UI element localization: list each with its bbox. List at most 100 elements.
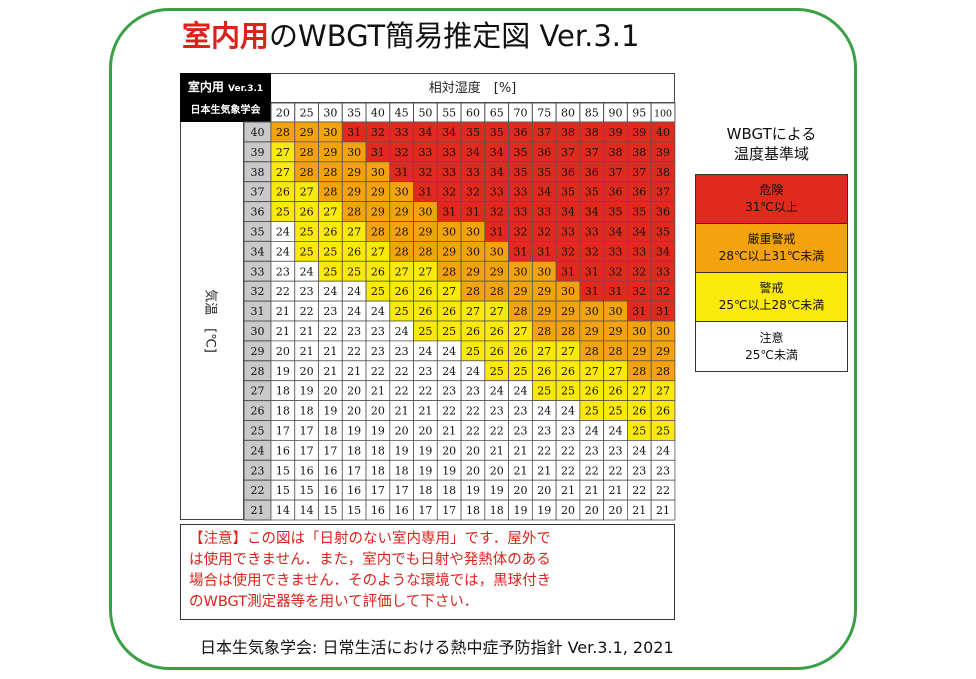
heatmap-cell-label: 27	[609, 365, 623, 378]
heatmap-cell-label: 30	[656, 325, 670, 338]
heatmap-cell-label: 32	[656, 285, 670, 298]
temperature-tick-label: 21	[251, 504, 265, 517]
heatmap-cell-label: 22	[347, 345, 361, 358]
heatmap-cell-label: 19	[418, 464, 432, 477]
heatmap-cell-label: 25	[513, 365, 527, 378]
heatmap-cell-label: 33	[442, 146, 456, 159]
heatmap-cell-label: 33	[466, 166, 480, 179]
heatmap-cell-label: 32	[418, 166, 432, 179]
heatmap-cell-label: 21	[395, 405, 409, 418]
humidity-tick-label: 25	[300, 107, 314, 120]
heatmap-cell-label: 19	[300, 385, 314, 398]
heatmap-cell-label: 20	[585, 504, 599, 517]
heatmap-cell-label: 29	[609, 325, 623, 338]
page-title: 室内用のWBGT簡易推定図 Ver.3.1	[182, 14, 639, 58]
heatmap-cell-label: 19	[323, 405, 337, 418]
heatmap-cell-label: 34	[418, 126, 432, 139]
heatmap-cell-label: 26	[466, 325, 480, 338]
heatmap-cell-label: 30	[395, 186, 409, 199]
heatmap-cell-label: 23	[609, 444, 623, 457]
heatmap-cell-label: 26	[656, 405, 670, 418]
heatmap-cell-label: 31	[537, 245, 551, 258]
badge-main: 室内用	[187, 80, 224, 94]
heatmap-cell-label: 24	[656, 444, 670, 457]
heatmap-cell-label: 24	[442, 365, 456, 378]
heatmap-cell-label: 31	[632, 305, 646, 318]
heatmap-cell-label: 23	[371, 325, 385, 338]
heatmap-cell-label: 31	[513, 245, 527, 258]
heatmap-cell-label: 18	[466, 504, 480, 517]
heatmap-cell-label: 31	[609, 285, 623, 298]
title-rest: のWBGT簡易推定図 Ver.3.1	[269, 19, 640, 53]
humidity-tick-label: 20	[276, 107, 290, 120]
caution-note: 【注意】この図は「日射のない室内専用」です．屋外で は使用できません．また，室内…	[180, 524, 675, 620]
heatmap-cell-label: 26	[347, 245, 361, 258]
heatmap-cell-label: 27	[656, 385, 670, 398]
heatmap-cell-label: 29	[300, 126, 314, 139]
heatmap-cell-label: 19	[395, 444, 409, 457]
heatmap-cell-label: 22	[395, 385, 409, 398]
heatmap-cell-label: 19	[276, 365, 290, 378]
heatmap-cell-label: 20	[466, 464, 480, 477]
heatmap-cell-label: 30	[371, 166, 385, 179]
temperature-tick-label: 37	[251, 186, 265, 199]
heatmap-cell-label: 24	[490, 385, 504, 398]
temperature-tick-label: 40	[251, 126, 265, 139]
legend-item-label: 警戒	[759, 281, 784, 295]
heatmap-cell-label: 37	[632, 166, 646, 179]
heatmap-cell-label: 21	[300, 325, 314, 338]
heatmap-cell-label: 27	[323, 206, 337, 219]
heatmap-cell-label: 33	[609, 245, 623, 258]
heatmap-cell-label: 36	[513, 126, 527, 139]
heatmap-cell-label: 37	[537, 126, 551, 139]
heatmap-cell-label: 18	[300, 405, 314, 418]
heatmap-cell-label: 31	[490, 225, 504, 238]
heatmap-cell-label: 26	[513, 345, 527, 358]
heatmap-cell-label: 26	[371, 265, 385, 278]
badge-org: 日本生気象学会	[190, 105, 261, 116]
heatmap-cell-label: 36	[609, 186, 623, 199]
heatmap-cell-label: 34	[632, 225, 646, 238]
heatmap-cell-label: 26	[490, 325, 504, 338]
heatmap-cell-label: 18	[371, 444, 385, 457]
heatmap-cell-label: 35	[585, 186, 599, 199]
legend-title: WBGTによる 温度基準域	[695, 124, 848, 164]
heatmap-cell-label: 33	[490, 186, 504, 199]
heatmap-cell-label: 27	[585, 365, 599, 378]
heatmap-cell-label: 30	[418, 206, 432, 219]
humidity-tick-label: 60	[466, 107, 480, 120]
heatmap-cell-label: 21	[276, 305, 290, 318]
heatmap-cell-label: 22	[371, 365, 385, 378]
heatmap-cell-label: 25	[395, 305, 409, 318]
note-line: は使用できません．また，室内でも日射や発熱体のある	[189, 552, 551, 568]
legend-item-label: 危険	[759, 183, 784, 197]
heatmap-cell-label: 38	[609, 146, 623, 159]
humidity-tick-label: 55	[442, 107, 456, 120]
heatmap-cell-label: 29	[323, 146, 337, 159]
heatmap-cell-label: 17	[300, 424, 314, 437]
heatmap-cell-label: 32	[490, 206, 504, 219]
heatmap-cell-label: 23	[585, 444, 599, 457]
heatmap-cell-label: 39	[632, 126, 646, 139]
heatmap-cell-label: 37	[561, 146, 575, 159]
legend-item-severe-warning: 厳重警戒 28℃以上31℃未満	[696, 224, 847, 273]
heatmap-cell-label: 19	[418, 444, 432, 457]
heatmap-cell-label: 35	[513, 166, 527, 179]
heatmap-cell-label: 28	[537, 325, 551, 338]
legend-item-range: 25℃以上28℃未満	[718, 298, 825, 312]
heatmap-cell-label: 32	[537, 225, 551, 238]
heatmap-cell-label: 28	[395, 245, 409, 258]
heatmap-cell-label: 22	[276, 285, 290, 298]
heatmap-cell-label: 22	[418, 385, 432, 398]
heatmap-cell-label: 31	[561, 265, 575, 278]
heatmap-cell-label: 28	[418, 245, 432, 258]
heatmap-cell-label: 38	[656, 166, 670, 179]
heatmap-cell-label: 29	[561, 305, 575, 318]
heatmap-cell-label: 23	[347, 325, 361, 338]
heatmap-cell-label: 17	[347, 464, 361, 477]
heatmap-cell-label: 33	[561, 225, 575, 238]
heatmap-cell-label: 23	[632, 464, 646, 477]
heatmap-cell-label: 27	[513, 325, 527, 338]
temperature-tick-label: 39	[251, 146, 265, 159]
heatmap-cell-label: 24	[371, 305, 385, 318]
